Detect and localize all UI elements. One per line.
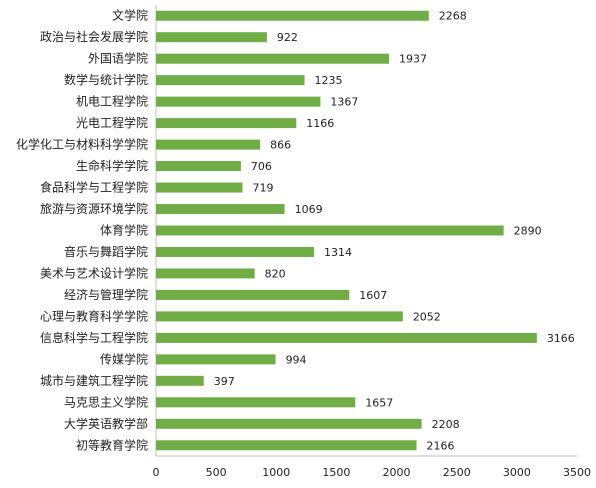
bar-2	[156, 32, 267, 43]
bar-1	[156, 10, 429, 21]
category-label-21: 初等教育学院	[76, 437, 148, 452]
value-label-14: 1607	[359, 289, 387, 302]
bar-14	[156, 289, 350, 300]
bar-17	[156, 354, 276, 365]
category-label-13: 美术与艺术设计学院	[40, 265, 148, 280]
value-label-10: 1069	[295, 203, 323, 216]
x-tick-label-1500: 1500	[322, 466, 350, 479]
bar-9	[156, 182, 243, 193]
category-label-5: 机电工程学院	[76, 94, 148, 109]
bar-21	[156, 440, 417, 451]
value-label-8: 706	[251, 160, 272, 173]
bar-20	[156, 418, 422, 429]
bar-13	[156, 268, 255, 279]
category-label-4: 数学与统计学院	[64, 72, 148, 87]
category-label-7: 化学化工与材料科学学院	[16, 137, 148, 152]
bar-15	[156, 311, 403, 322]
value-label-12: 1314	[324, 246, 352, 259]
category-label-9: 食品科学与工程学院	[40, 180, 148, 195]
value-label-15: 2052	[413, 310, 441, 323]
x-tick-label-2500: 2500	[443, 466, 471, 479]
bar-19	[156, 397, 356, 408]
value-label-11: 2890	[514, 225, 542, 238]
x-tick-label-3000: 3000	[503, 466, 531, 479]
category-label-16: 信息科学与工程学院	[40, 330, 148, 345]
value-label-21: 2166	[427, 439, 455, 452]
category-label-12: 音乐与舞蹈学院	[64, 244, 148, 259]
value-label-5: 1367	[330, 96, 358, 109]
bar-10	[156, 204, 285, 215]
bar-3	[156, 53, 389, 64]
x-tick-label-1000: 1000	[262, 466, 290, 479]
value-label-19: 1657	[365, 396, 393, 409]
value-label-16: 3166	[547, 332, 575, 345]
bar-7	[156, 139, 261, 150]
category-label-2: 政治与社会发展学院	[40, 29, 148, 44]
category-label-20: 大学英语教学部	[64, 416, 148, 431]
value-label-18: 397	[214, 375, 235, 388]
value-label-9: 719	[252, 182, 273, 195]
value-label-17: 994	[286, 353, 307, 366]
value-label-20: 2208	[432, 418, 460, 431]
category-label-1: 文学院	[112, 8, 148, 23]
bar-8	[156, 161, 241, 172]
value-label-13: 820	[265, 267, 286, 280]
bar-18	[156, 375, 204, 386]
bar-16	[156, 332, 537, 343]
x-tick-label-3500: 3500	[563, 466, 591, 479]
category-label-18: 城市与建筑工程学院	[40, 373, 148, 388]
bar-6	[156, 118, 297, 129]
value-label-4: 1235	[315, 74, 343, 87]
bar-12	[156, 246, 315, 257]
value-label-2: 922	[277, 31, 298, 44]
category-label-17: 传媒学院	[100, 351, 148, 366]
category-label-14: 经济与管理学院	[64, 287, 148, 302]
bar-11	[156, 225, 504, 236]
category-label-19: 马克思主义学院	[64, 394, 148, 409]
category-label-6: 光电工程学院	[76, 115, 148, 130]
value-label-7: 866	[270, 139, 291, 152]
category-label-3: 外国语学院	[88, 51, 148, 66]
bar-5	[156, 96, 321, 107]
category-label-15: 心理与教育科学学院	[40, 308, 148, 323]
category-label-8: 生命科学学院	[76, 158, 148, 173]
category-label-11: 体育学院	[100, 223, 148, 238]
value-label-3: 1937	[399, 53, 427, 66]
x-tick-label-500: 500	[206, 466, 227, 479]
value-label-6: 1166	[306, 117, 334, 130]
value-label-1: 2268	[439, 10, 467, 23]
x-tick-label-0: 0	[153, 466, 160, 479]
bar-4	[156, 75, 305, 86]
category-label-10: 旅游与资源环境学院	[40, 201, 148, 216]
x-tick-label-2000: 2000	[383, 466, 411, 479]
